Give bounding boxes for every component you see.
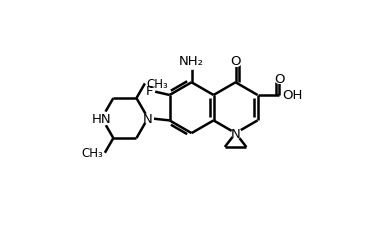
Text: CH₃: CH₃ — [146, 78, 168, 91]
Text: O: O — [274, 72, 284, 85]
Text: NH₂: NH₂ — [179, 55, 204, 68]
Text: F: F — [146, 85, 153, 97]
Text: O: O — [230, 55, 241, 68]
Text: HN: HN — [92, 112, 112, 125]
Text: OH: OH — [282, 89, 302, 102]
Text: N: N — [231, 127, 240, 140]
Text: N: N — [143, 112, 153, 125]
Text: CH₃: CH₃ — [82, 147, 103, 160]
